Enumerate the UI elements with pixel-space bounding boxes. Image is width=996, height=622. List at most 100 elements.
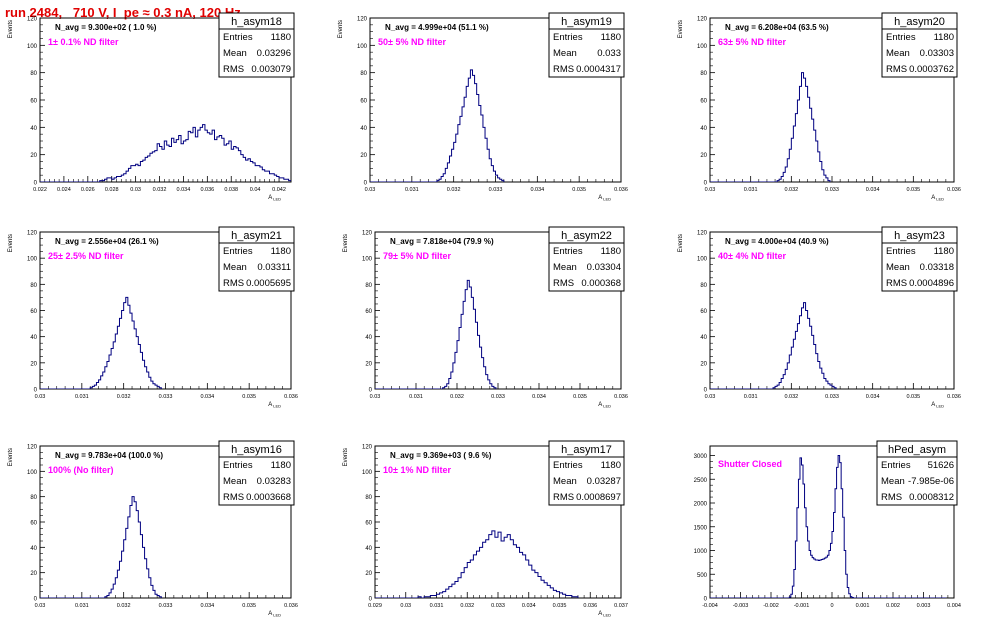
y-tick-label: 120: [697, 231, 708, 237]
stats-value: 0.03318: [920, 262, 954, 273]
histogram-name: h_asym19: [561, 16, 612, 28]
stats-value: 0.03304: [587, 262, 621, 273]
y-tick-label: 80: [30, 283, 37, 289]
x-tick-label: 0.036: [284, 394, 298, 400]
x-tick-label: 0.037: [614, 603, 628, 609]
stats-label: RMS: [553, 492, 574, 503]
stats-box: [548, 440, 625, 506]
stats-label: Entries: [223, 32, 253, 43]
x-tick-label: 0.031: [75, 603, 89, 609]
y-tick-label: 100: [27, 44, 38, 50]
x-tick-label: 0.034: [200, 394, 214, 400]
stats-label: Mean: [553, 262, 577, 273]
navg-label: N_avg = 2.556e+04 (26.1 %): [55, 237, 159, 246]
x-tick-label: 0.032: [460, 603, 474, 609]
y-tick-label: 20: [365, 571, 372, 577]
y-tick-label: 0: [369, 597, 373, 603]
y-tick-label: 0: [369, 388, 373, 394]
y-axis-title: Events: [8, 20, 14, 38]
y-tick-label: 1500: [694, 525, 708, 531]
stats-box: [218, 440, 295, 506]
stats-label: RMS: [886, 278, 907, 289]
histogram-panel-h_asym23: 0 20 40 60 80 100 120 0.03 0.031 0.032 0.033 0.034 0…: [678, 226, 961, 409]
histogram-panel-h_asym18: 0 20 40 60 80 100 120 0.022 0.024 0.026 0.028 0.03 0…: [8, 12, 295, 202]
y-tick-label: 120: [697, 17, 708, 23]
stats-label: RMS: [223, 278, 244, 289]
stats-box: [881, 226, 958, 292]
navg-label: N_avg = 9.369e+03 ( 9.6 %): [390, 451, 492, 460]
stats-label: Mean: [886, 262, 910, 273]
histogram-series: [710, 72, 831, 182]
x-tick-label: 0.003: [917, 603, 931, 609]
x-tick-label: 0.031: [75, 394, 89, 400]
x-tick-label: 0.029: [368, 603, 382, 609]
stats-value: 0.03296: [257, 48, 291, 59]
histogram-series: [370, 69, 505, 182]
histogram-panel-h_asym17: 0 20 40 60 80 100 120 0.029 0.03 0.031 0.032 0.033 0…: [343, 440, 628, 618]
histogram-panel-h_asym20: 0 20 40 60 80 100 120 0.03 0.031 0.032 0.033 0.034 0…: [678, 12, 961, 202]
y-tick-label: 60: [700, 99, 707, 105]
histogram-name: h_asym18: [231, 16, 282, 28]
y-tick-label: 2500: [694, 478, 708, 484]
y-tick-label: 3000: [694, 454, 708, 460]
x-tick-label: 0.035: [242, 603, 256, 609]
x-tick-label: 0.038: [224, 187, 238, 193]
x-tick-label: 0.035: [906, 187, 920, 193]
stats-value: 0.003079: [251, 64, 291, 75]
navg-label: N_avg = 6.208e+04 (63.5 %): [725, 23, 829, 32]
y-tick-label: 1000: [694, 549, 708, 555]
x-tick-label: 0.034: [532, 394, 546, 400]
stats-box: [876, 440, 958, 506]
histogram-series: [375, 279, 497, 389]
x-tick-label: 0.031: [409, 394, 423, 400]
y-tick-label: 0: [34, 388, 38, 394]
stats-value: 0.033: [597, 48, 621, 59]
filter-note: 1± 0.1% ND filter: [48, 37, 119, 47]
y-tick-label: 40: [30, 335, 37, 341]
navg-label: N_avg = 9.783e+04 (100.0 %): [55, 451, 163, 460]
stats-value: 0.0003762: [909, 64, 954, 75]
stats-label: Mean: [223, 262, 247, 273]
y-tick-label: 80: [365, 495, 372, 501]
stats-value: 51626: [928, 460, 954, 471]
y-tick-label: 60: [365, 309, 372, 315]
x-tick-label: 0.035: [572, 187, 586, 193]
stats-value: 1180: [601, 32, 621, 43]
stats-box: [548, 12, 625, 78]
x-tick-label: 0.035: [553, 603, 567, 609]
x-tick-label: 0.032: [153, 187, 167, 193]
x-axis-title: ALED: [931, 402, 944, 409]
x-axis-title: ALED: [268, 195, 281, 202]
y-tick-label: 0: [364, 181, 368, 187]
stats-label: Mean: [553, 476, 577, 487]
x-tick-label: 0.031: [744, 394, 758, 400]
histogram-panel-h_asym16: 0 20 40 60 80 100 120 0.03 0.031 0.032 0.033 0.034 0…: [8, 440, 298, 618]
stats-label: Entries: [223, 460, 253, 471]
y-tick-label: 80: [700, 283, 707, 289]
y-tick-label: 120: [362, 445, 373, 451]
stats-value: 0.03311: [257, 262, 291, 273]
x-tick-label: 0.032: [117, 603, 131, 609]
stats-value: 0.0005695: [246, 278, 291, 289]
y-tick-label: 20: [700, 153, 707, 159]
y-tick-label: 40: [360, 126, 367, 132]
x-tick-label: 0.031: [744, 187, 758, 193]
y-tick-label: 40: [30, 126, 37, 132]
x-tick-label: 0.033: [491, 603, 505, 609]
filter-note: 63± 5% ND filter: [718, 37, 786, 47]
x-tick-label: 0.03: [400, 603, 411, 609]
filter-note: 25± 2.5% ND filter: [48, 251, 124, 261]
x-tick-label: 0.03: [365, 187, 376, 193]
histogram-name: h_asym21: [231, 230, 282, 242]
histogram-panel-h_asym21: 0 20 40 60 80 100 120 0.03 0.031 0.032 0.033 0.034 0…: [8, 226, 298, 409]
x-tick-label: 0.032: [784, 187, 798, 193]
y-tick-label: 20: [30, 153, 37, 159]
histogram-name: hPed_asym: [888, 444, 946, 456]
stats-box: [218, 12, 295, 78]
x-tick-label: 0: [830, 603, 833, 609]
stats-value: 1180: [934, 246, 954, 257]
x-tick-label: 0.036: [614, 394, 628, 400]
stats-value: 0.0008312: [909, 492, 954, 503]
x-tick-label: 0.032: [450, 394, 464, 400]
x-tick-label: 0.028: [105, 187, 119, 193]
